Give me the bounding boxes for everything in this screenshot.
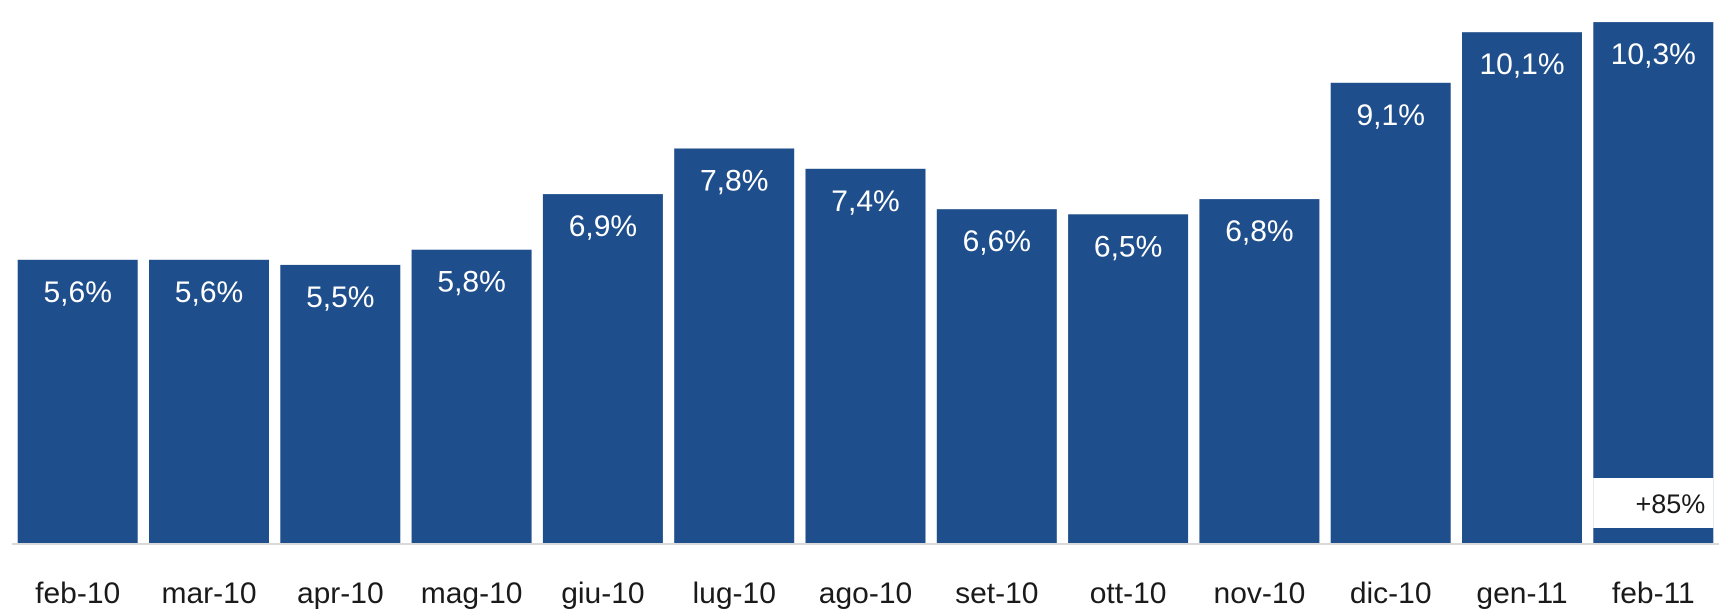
x-tick-label-gen-11: gen-11 bbox=[1476, 577, 1567, 610]
bar-set-10 bbox=[936, 209, 1057, 543]
x-tick-label-ott-10: ott-10 bbox=[1090, 577, 1167, 610]
bar-dic-10 bbox=[1330, 82, 1451, 544]
bar-mar-10 bbox=[149, 259, 269, 543]
value-label-feb-10: 5,6% bbox=[44, 276, 112, 309]
annotation-callout-text: +85% bbox=[1635, 489, 1705, 519]
x-tick-label-giu-10: giu-10 bbox=[561, 577, 644, 610]
bar-feb-11 bbox=[1593, 22, 1714, 544]
bar-lug-10 bbox=[674, 148, 795, 543]
x-tick-label-ago-10: ago-10 bbox=[819, 577, 912, 610]
x-tick-label-nov-10: nov-10 bbox=[1214, 577, 1306, 610]
value-label-feb-11: 10,3% bbox=[1611, 38, 1696, 71]
value-label-ott-10: 6,5% bbox=[1094, 230, 1162, 263]
bar-apr-10 bbox=[280, 264, 401, 543]
value-label-ago-10: 7,4% bbox=[831, 185, 899, 218]
value-label-nov-10: 6,8% bbox=[1225, 215, 1293, 248]
value-label-mag-10: 5,8% bbox=[437, 266, 505, 299]
value-label-lug-10: 7,8% bbox=[700, 165, 768, 198]
x-tick-labels-group: feb-10 mar-10 apr-10 mag-10 giu-10 lug-10 ago-… bbox=[35, 577, 1695, 610]
bar-gen-11 bbox=[1462, 32, 1582, 543]
bars-group bbox=[17, 22, 1714, 544]
x-tick-label-mag-10: mag-10 bbox=[421, 577, 523, 610]
value-label-apr-10: 5,5% bbox=[306, 281, 374, 314]
value-label-gen-11: 10,1% bbox=[1479, 48, 1564, 81]
annotation-callout-background bbox=[1593, 478, 1714, 528]
value-labels-group: 5,6% 5,6% 5,5% 5,8% 6,9% 7,8% 7,4% 6,6% 6,5% 6,8%… bbox=[44, 38, 1696, 314]
value-label-set-10: 6,6% bbox=[963, 225, 1031, 258]
x-tick-label-set-10: set-10 bbox=[955, 577, 1038, 610]
value-label-dic-10: 9,1% bbox=[1357, 99, 1425, 132]
value-label-mar-10: 5,6% bbox=[175, 276, 243, 309]
bar-nov-10 bbox=[1199, 199, 1320, 543]
bar-ott-10 bbox=[1068, 214, 1189, 544]
value-label-giu-10: 6,9% bbox=[569, 210, 637, 243]
x-tick-label-feb-11: feb-11 bbox=[1612, 577, 1695, 610]
bar-giu-10 bbox=[542, 194, 663, 543]
bar-mag-10 bbox=[411, 249, 532, 543]
bar-feb-10 bbox=[17, 259, 138, 543]
x-tick-label-mar-10: mar-10 bbox=[161, 577, 256, 610]
x-tick-label-feb-10: feb-10 bbox=[35, 577, 120, 610]
x-tick-label-lug-10: lug-10 bbox=[692, 577, 775, 610]
x-tick-label-dic-10: dic-10 bbox=[1350, 577, 1432, 610]
bar-ago-10 bbox=[805, 168, 926, 544]
x-tick-label-apr-10: apr-10 bbox=[297, 577, 384, 610]
annotation-callout: +85% bbox=[1593, 478, 1714, 528]
